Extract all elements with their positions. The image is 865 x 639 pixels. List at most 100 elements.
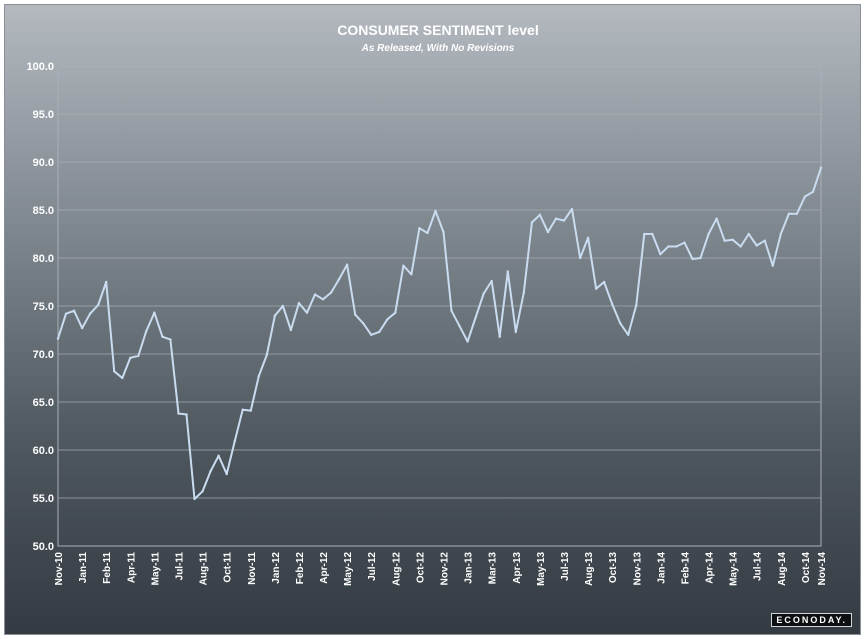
x-tick-label: Jul-14 [753,552,764,581]
data-point [177,412,180,415]
x-tick-label: Apr-14 [705,552,716,584]
x-tick-label: Jan-13 [464,552,475,584]
data-point [321,298,325,301]
x-tick-label: Apr-12 [319,552,330,584]
x-axis: Nov-10 Jan-11 Feb-11 Apr-11 May-11 Jul-11 Aug-… [54,552,828,586]
data-point [514,330,517,334]
x-tick-label: Feb-11 [102,552,113,584]
data-point [145,329,148,333]
sentiment-line [57,167,822,500]
data-point [667,245,670,248]
data-point [418,227,421,230]
data-point [610,302,614,306]
data-point [88,312,92,315]
data-point [538,213,542,216]
y-tick-label: 100.0 [26,61,54,73]
data-point [113,370,116,373]
data-point [619,322,622,325]
x-tick-label: Apr-13 [512,552,523,584]
data-point [578,256,582,260]
data-point [169,338,172,341]
data-point [201,490,204,493]
data-point [787,212,791,216]
data-point [586,236,590,240]
data-point [297,301,301,305]
x-tick-label: Mar-13 [488,552,499,585]
y-tick-label: 75.0 [33,301,54,313]
x-tick-label: May-12 [343,552,354,586]
data-point [80,326,84,330]
data-point [675,245,678,248]
gridlines [58,113,821,499]
data-point [522,291,526,294]
x-tick-label: Jan-11 [78,552,89,584]
x-tick-label: Jan-14 [656,552,667,584]
data-point [707,232,710,236]
chart-subtitle: As Released, With No Revisions [361,43,515,54]
x-tick-label: Aug-14 [777,552,788,586]
data-point [378,330,381,334]
x-tick-label: Jan-12 [271,552,282,584]
data-point [265,353,269,357]
x-tick-label: Aug-13 [584,552,595,586]
data-point [739,245,742,248]
data-point [410,273,413,276]
data-point [683,241,686,244]
data-point [72,309,76,312]
data-point [659,252,662,256]
data-point [217,454,220,457]
data-point [161,335,164,338]
data-point [104,280,108,284]
data-point [554,217,558,220]
x-tick-label: Aug-11 [199,552,210,586]
y-tick-label: 50.0 [33,541,54,553]
data-point [225,472,228,476]
series-layer [56,166,823,501]
data-point [651,232,654,236]
data-point [570,207,574,211]
data-point [530,221,534,224]
data-point [129,356,132,360]
data-point [474,316,477,319]
x-tick-label: Apr-11 [126,552,137,584]
y-tick-label: 80.0 [33,253,54,265]
data-point [442,230,445,234]
data-point [699,256,702,260]
data-point [627,333,630,336]
x-tick-label: Jul-12 [367,552,378,581]
data-point [193,497,196,501]
data-point [345,263,349,266]
data-point [819,166,823,169]
data-point [506,270,509,273]
data-point [329,291,333,294]
data-point [233,440,236,443]
econoday-logo: ECONODAY. [771,613,852,627]
y-tick-label: 90.0 [33,157,54,169]
data-point [635,303,638,307]
x-tick-label: Nov-10 [54,552,65,586]
y-tick-label: 60.0 [33,445,54,457]
chart-canvas: CONSUMER SENTIMENT level As Released, Wi… [26,22,828,586]
data-point [386,318,389,321]
data-point [153,311,156,314]
x-tick-label: Nov-13 [632,552,643,586]
data-point [546,230,550,234]
data-point [562,219,566,222]
data-point [209,469,212,473]
data-point [723,239,726,242]
data-point [249,409,252,412]
data-point [370,333,373,336]
x-tick-label: Aug-12 [391,552,402,586]
data-point [185,413,188,416]
x-tick-label: Oct-11 [223,552,234,583]
data-point [426,231,429,235]
data-point [241,408,244,411]
data-point [602,280,606,284]
data-point [466,340,469,343]
y-tick-label: 95.0 [33,109,54,121]
data-point [779,232,783,236]
data-point [64,312,68,315]
chart-frame: CONSUMER SENTIMENT level As Released, Wi… [4,4,861,635]
data-point [458,324,461,328]
y-axis: 100.0 95.0 90.0 85.0 80.0 75.0 70.0 65.0 60.0 55.… [26,61,54,553]
